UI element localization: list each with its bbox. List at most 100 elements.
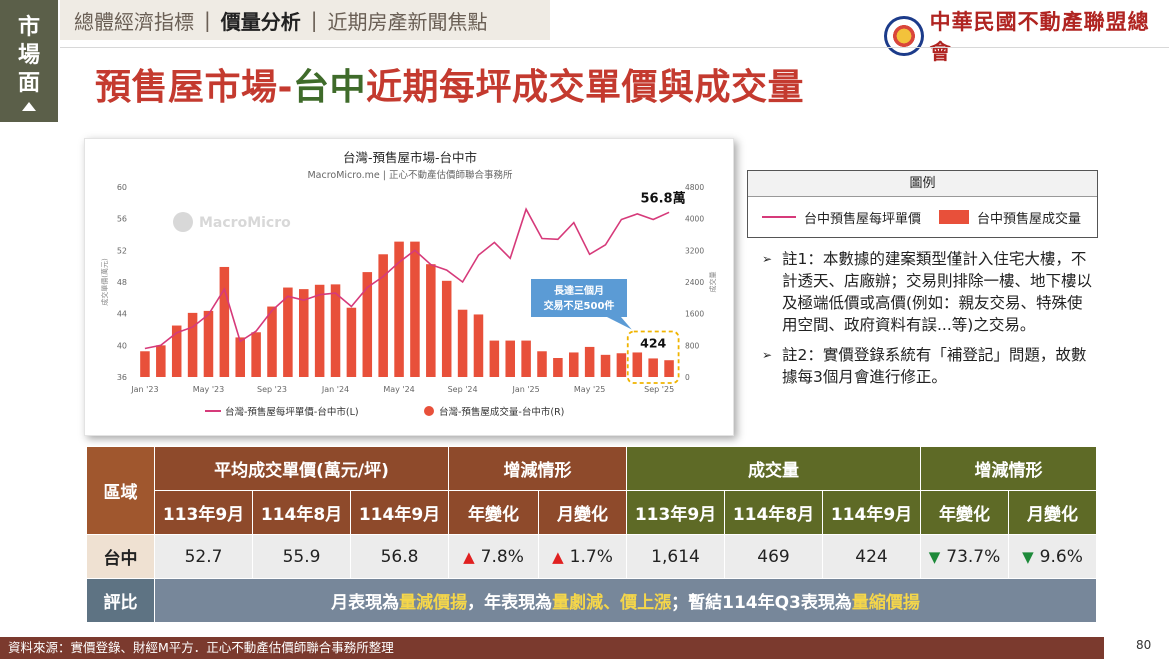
x-tick-label: Sep '24 [448,385,478,394]
y-left-tick-label: 40 [117,341,127,350]
price-group-header: 平均成交單價(萬元/坪) [154,446,449,491]
eval-highlight: 量縮價揚 [851,593,920,613]
arrow-bullet-icon: ➢ [762,252,773,266]
y-left-tick-label: 36 [117,373,127,382]
bar [664,360,674,377]
nav-item-macro[interactable]: 總體經濟指標 [74,9,194,34]
x-tick-label: Jan '23 [130,385,158,394]
bar [457,309,468,377]
x-tick-label: Jan '24 [321,385,349,394]
summary-table: 區域 平均成交單價(萬元/坪) 增減情形 成交量 增減情形 113年9月 114… [86,446,1097,623]
bar [235,337,245,377]
eval-part: 月表現為 [331,593,400,613]
x-tick-label: May '23 [193,385,224,394]
price-yoy-cell: ▲ 7.8% [448,534,539,579]
col-header: 113年9月 [626,490,725,535]
note-text: 註1：本數據的建案類型僅計入住宅大樓，不計透天、店廠辦；交易則排除一樓、地下樓以… [782,250,1093,334]
y-right-tick-label: 3200 [685,246,704,255]
nav-item-price-volume[interactable]: 價量分析 [220,9,301,34]
last-price-label: 56.8萬 [641,190,686,206]
eval-label: 評比 [86,578,155,623]
bar [203,310,214,377]
triangle-up-icon: ▲ [463,547,475,566]
chart-legend-bar: 台灣-預售屋成交量-台中市(R) [439,406,564,418]
col-header: 年變化 [920,490,1009,535]
bar [473,314,484,377]
combo-chart: 台灣-預售屋市場-台中市 MacroMicro.me | 正心不動產估價師聯合事務… [100,150,717,418]
bar [314,284,325,377]
y-left-tick-label: 52 [117,246,127,255]
note-item: ➢ 註1：本數據的建案類型僅計入住宅大樓，不計透天、店廠辦；交易則排除一樓、地下… [762,248,1098,336]
chart-watermark: MacroMicro [199,215,291,231]
col-header: 114年9月 [350,490,449,535]
bar [584,346,595,377]
nav-item-news[interactable]: 近期房產新聞焦點 [327,9,488,34]
bar [219,266,230,377]
y-left-tick-label: 60 [117,183,127,192]
y-right-tick-label: 2400 [685,278,704,287]
bar [171,325,182,377]
area-header: 區域 [86,446,155,535]
bar [505,340,515,377]
note-item: ➢ 註2：實價登錄系統有「補登記」問題，故數據每3個月會進行修正。 [762,344,1098,388]
price-change-header: 增減情形 [448,446,627,491]
title-part-3: 近期每坪成交單價與成交量 [365,67,804,108]
y-right-axis-label: 成交量 [708,272,717,293]
col-header: 114年9月 [822,490,921,535]
price-yoy: 7.8% [480,546,524,567]
eval-part: ；暫結114年Q3表現為 [671,593,852,613]
price-mom: 1.7% [569,546,613,567]
section-tab-char-1: 市 [17,15,40,40]
chart-title: 台灣-預售屋市場-台中市 [343,150,477,165]
eval-highlight: 量減價揚 [399,593,468,613]
title-part-2: 台中 [292,67,366,108]
bar [648,358,658,377]
price-114-8: 55.9 [252,534,351,579]
col-header: 月變化 [1008,490,1097,535]
highlight-box [626,330,680,384]
y-left-tick-label: 44 [117,310,127,319]
bar-swatch-icon [939,210,970,224]
top-nav: 總體經濟指標 | 價量分析 | 近期房產新聞焦點 [60,0,550,40]
last-volume-label: 424 [640,335,666,350]
volume-mom: 9.6% [1039,546,1083,567]
page-title: 預售屋市場-台中近期每坪成交單價與成交量 [95,58,804,110]
bar [569,352,579,377]
row-label: 台中 [86,534,155,579]
eval-part: ，年表現為 [467,593,553,613]
col-header: 月變化 [538,490,627,535]
triangle-up-icon [22,102,36,111]
bar [394,241,404,377]
bar [346,307,357,377]
bar [426,264,436,377]
legend-line-label: 台中預售屋每坪單價 [804,211,922,227]
volume-114-8: 469 [724,534,823,579]
bar [616,353,627,377]
nav-separator: | [204,8,211,32]
volume-113-9: 1,614 [626,534,725,579]
y-right-tick-label: 800 [685,341,700,350]
nav-separator: | [310,8,318,32]
legend-bar-swatch-icon [424,406,434,416]
note-text: 註2：實價登錄系統有「補登記」問題，故數據每3個月會進行修正。 [782,346,1087,386]
col-header: 年變化 [448,490,539,535]
x-tick-label: May '25 [574,385,605,394]
page-number: 80 [1136,638,1152,652]
y-left-tick-label: 56 [117,215,127,224]
bar [251,332,261,377]
notes: ➢ 註1：本數據的建案類型僅計入住宅大樓，不計透天、店廠辦；交易則排除一樓、地下… [762,248,1098,396]
bar [537,351,547,377]
bar [299,289,309,377]
bar [362,272,373,377]
title-part-1: 預售屋市場- [95,67,293,108]
y-right-tick-label: 1600 [685,310,704,319]
col-header: 114年8月 [252,490,351,535]
section-tab: 市 場 面 [0,0,58,122]
bar [410,241,420,377]
chart-subtitle: MacroMicro.me | 正心不動產估價師聯合事務所 [307,169,513,181]
volume-yoy: 73.7% [946,546,1001,567]
price-mom-cell: ▲ 1.7% [538,534,627,579]
bar [156,345,166,377]
price-113-9: 52.7 [154,534,253,579]
footer-source: 資料來源：實價登錄、財經M平方．正心不動產估價師聯合事務所整理 [0,637,1104,659]
